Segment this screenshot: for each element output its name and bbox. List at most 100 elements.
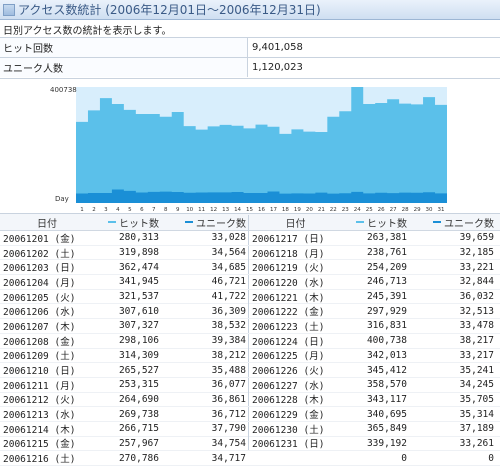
cell-unique: 34,245 (459, 379, 494, 391)
table-row: 20061208 (金) 298,106 39,384 20061224 (日) 400… (0, 333, 500, 349)
x-tick-label: 11 (198, 207, 205, 213)
cell-unique: 36,861 (211, 393, 246, 405)
table-header: 日付 ヒット数 ユニーク数 日付 ヒット数 ユニーク数 (0, 214, 500, 231)
cell-hits: 245,391 (366, 291, 407, 303)
x-tick-label: 16 (258, 207, 265, 213)
cell-unique: 38,532 (211, 320, 246, 332)
table-row: 20061211 (月) 253,315 36,077 20061227 (水) 358… (0, 377, 500, 393)
stat-label-hits: ヒット回数 (0, 38, 248, 57)
cell-hits: 264,690 (118, 393, 159, 405)
cell-unique: 34,754 (211, 437, 246, 449)
cell-date: 20061211 (月) (3, 380, 76, 392)
cell-unique: 39,659 (459, 232, 494, 244)
x-tick-label: 14 (234, 207, 241, 213)
header-hits-left: ヒット数 (94, 215, 159, 230)
cell-unique: 39,384 (211, 335, 246, 347)
cell-date: 20061213 (水) (3, 410, 76, 422)
cell-date: 20061227 (水) (248, 377, 342, 392)
unique-legend-swatch (433, 221, 441, 223)
header-unique-left: ユニーク数 (159, 215, 248, 230)
page-title: アクセス数統計 (2006年12月01日～2006年12月31日) (18, 3, 321, 17)
table-row: 20061210 (日) 265,527 35,488 20061226 (火) 345… (0, 363, 500, 378)
x-tick-label: 7 (152, 207, 156, 213)
x-tick-label: 15 (246, 207, 253, 213)
x-tick-label: 2 (92, 207, 96, 213)
cell-unique: 33,028 (211, 232, 246, 244)
cell-date: 20061230 (土) (248, 421, 342, 436)
page-description: 日別アクセス数の統計を表示します。 (3, 26, 172, 37)
cell-hits: 246,713 (366, 276, 407, 288)
cell-unique: 38,217 (459, 335, 494, 347)
cell-hits: 345,412 (366, 364, 407, 376)
cell-date: 20061221 (木) (248, 289, 342, 304)
cell-unique: 33,261 (459, 437, 494, 449)
stat-row-unique: ユニーク人数 1,120,023 (0, 57, 500, 77)
x-tick-label: 22 (330, 207, 337, 213)
cell-unique: 41,722 (211, 291, 246, 303)
cell-date: 20061201 (金) (3, 233, 76, 245)
cell-date: 20061214 (木) (3, 424, 76, 436)
cell-hits: 307,610 (118, 305, 159, 317)
cell-hits: 263,381 (366, 232, 407, 244)
stat-value-unique: 1,120,023 (252, 62, 303, 73)
x-tick-label: 20 (306, 207, 313, 213)
x-tick-label: 23 (342, 207, 349, 213)
table-row: 20061204 (月) 341,945 46,721 20061220 (水) 246… (0, 274, 500, 290)
header-unique-left-text: ユニーク数 (196, 218, 246, 230)
title-bar: アクセス数統計 (2006年12月01日～2006年12月31日) (0, 0, 500, 20)
cell-date: 20061207 (木) (3, 321, 76, 333)
table-row: 20061213 (水) 269,738 36,712 20061229 (金) 340… (0, 407, 500, 422)
x-tick-label: 24 (354, 207, 361, 213)
cell-hits: 257,967 (118, 437, 159, 449)
header-hits-right-text: ヒット数 (367, 218, 407, 230)
cell-hits: 270,786 (118, 452, 159, 464)
x-tick-label: 27 (390, 207, 397, 213)
cell-hits: 238,761 (366, 247, 407, 259)
x-tick-label: 17 (270, 207, 277, 213)
cell-hits: 341,945 (118, 276, 159, 288)
cell-date: 20061228 (木) (248, 392, 342, 407)
cell-date: 20061218 (月) (248, 245, 342, 260)
x-tick-label: 18 (282, 207, 289, 213)
x-tick-label: 13 (222, 207, 229, 213)
cell-hits: 362,474 (118, 261, 159, 273)
cell-hits: 265,527 (118, 364, 159, 376)
cell-unique: 34,564 (211, 247, 246, 259)
header-hits-right: ヒット数 (342, 215, 407, 230)
x-tick-label: 5 (128, 207, 132, 213)
table-row: 20061212 (火) 264,690 36,861 20061228 (木) 343… (0, 392, 500, 408)
cell-hits: 254,209 (366, 261, 407, 273)
cell-hits: 266,715 (118, 423, 159, 435)
table-row: 20061203 (日) 362,474 34,685 20061219 (火) 254… (0, 260, 500, 276)
x-tick-label: 21 (318, 207, 325, 213)
table-row: 20061201 (金) 280,313 33,028 20061217 (日) 263… (0, 230, 500, 246)
cell-date: 20061209 (土) (3, 351, 76, 363)
cell-unique: 37,189 (459, 423, 494, 435)
cell-unique: 46,721 (211, 276, 246, 288)
x-tick-label: 8 (164, 207, 168, 213)
cell-unique: 37,790 (211, 423, 246, 435)
stats-icon (3, 3, 15, 16)
stat-value-hits: 9,401,058 (252, 42, 303, 53)
header-unique-right: ユニーク数 (407, 215, 496, 230)
cell-date: 20061224 (日) (248, 333, 342, 348)
cell-date: 20061226 (火) (248, 363, 342, 378)
table-row: 20061214 (木) 266,715 37,790 20061230 (土) 365… (0, 421, 500, 437)
cell-date: 20061205 (火) (3, 292, 76, 304)
hits-legend-swatch (356, 221, 364, 223)
x-tick-label: 9 (176, 207, 180, 213)
cell-hits: 339,192 (366, 437, 407, 449)
stat-label-unique: ユニーク人数 (0, 58, 248, 77)
cell-date: 20061231 (日) (248, 436, 342, 451)
cell-hits: 307,327 (118, 320, 159, 332)
cell-hits: 319,898 (118, 247, 159, 259)
cell-unique: 32,513 (459, 305, 494, 317)
table-row: 20061206 (水) 307,610 36,309 20061222 (金) 297… (0, 304, 500, 320)
cell-unique: 32,185 (459, 247, 494, 259)
x-tick-label: 30 (426, 207, 433, 213)
cell-unique: 34,717 (211, 452, 246, 464)
cell-hits: 400,738 (366, 335, 407, 347)
cell-unique: 36,309 (211, 305, 246, 317)
table-row: 20061209 (土) 314,309 38,212 20061225 (月) 342… (0, 348, 500, 364)
cell-hits: 297,929 (366, 305, 407, 317)
